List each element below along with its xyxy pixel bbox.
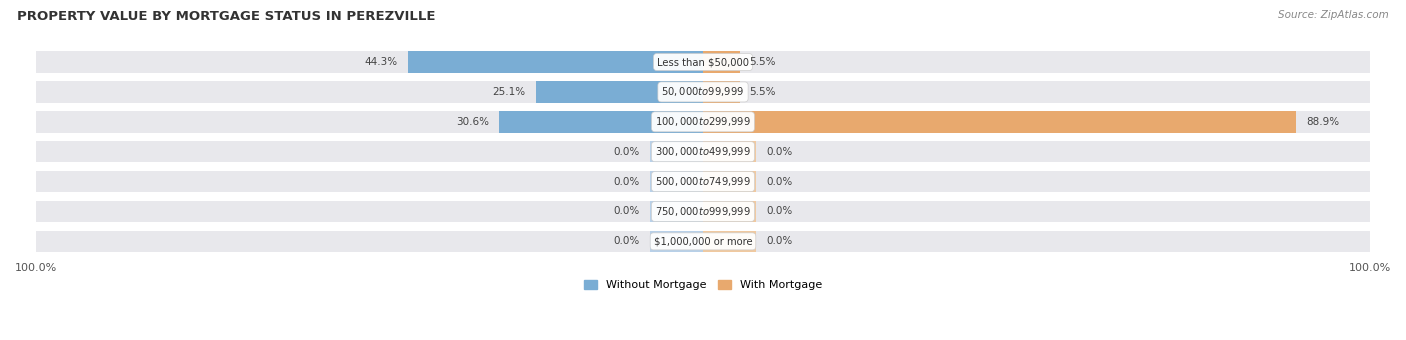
Text: 88.9%: 88.9% bbox=[1306, 117, 1339, 127]
Text: 0.0%: 0.0% bbox=[766, 236, 793, 246]
Bar bbox=[37, 111, 1369, 133]
Bar bbox=[650, 171, 703, 192]
Bar bbox=[499, 111, 703, 133]
Text: PROPERTY VALUE BY MORTGAGE STATUS IN PEREZVILLE: PROPERTY VALUE BY MORTGAGE STATUS IN PER… bbox=[17, 10, 436, 23]
Bar bbox=[703, 201, 756, 222]
Text: Source: ZipAtlas.com: Source: ZipAtlas.com bbox=[1278, 10, 1389, 20]
Text: 0.0%: 0.0% bbox=[613, 176, 640, 187]
Text: 0.0%: 0.0% bbox=[613, 206, 640, 217]
Bar bbox=[703, 231, 756, 252]
Bar bbox=[408, 51, 703, 73]
Text: $750,000 to $999,999: $750,000 to $999,999 bbox=[655, 205, 751, 218]
Text: $50,000 to $99,999: $50,000 to $99,999 bbox=[661, 85, 745, 98]
Bar bbox=[703, 141, 756, 163]
Text: Less than $50,000: Less than $50,000 bbox=[657, 57, 749, 67]
Text: 0.0%: 0.0% bbox=[766, 206, 793, 217]
Text: 5.5%: 5.5% bbox=[749, 57, 776, 67]
Bar bbox=[703, 171, 756, 192]
Bar bbox=[37, 81, 1369, 103]
Text: 0.0%: 0.0% bbox=[613, 147, 640, 157]
Bar bbox=[37, 51, 1369, 73]
Text: $500,000 to $749,999: $500,000 to $749,999 bbox=[655, 175, 751, 188]
Bar bbox=[650, 201, 703, 222]
Text: $1,000,000 or more: $1,000,000 or more bbox=[654, 236, 752, 246]
Bar bbox=[37, 201, 1369, 222]
Text: $300,000 to $499,999: $300,000 to $499,999 bbox=[655, 145, 751, 158]
Text: 44.3%: 44.3% bbox=[364, 57, 398, 67]
Bar bbox=[703, 51, 740, 73]
Text: $100,000 to $299,999: $100,000 to $299,999 bbox=[655, 115, 751, 128]
Bar bbox=[37, 231, 1369, 252]
Bar bbox=[650, 141, 703, 163]
Text: 0.0%: 0.0% bbox=[766, 176, 793, 187]
Bar bbox=[650, 231, 703, 252]
Text: 25.1%: 25.1% bbox=[492, 87, 526, 97]
Bar bbox=[703, 111, 1296, 133]
Bar bbox=[37, 141, 1369, 163]
Bar bbox=[37, 171, 1369, 192]
Bar bbox=[536, 81, 703, 103]
Text: 5.5%: 5.5% bbox=[749, 87, 776, 97]
Bar bbox=[703, 81, 740, 103]
Text: 0.0%: 0.0% bbox=[613, 236, 640, 246]
Text: 0.0%: 0.0% bbox=[766, 147, 793, 157]
Legend: Without Mortgage, With Mortgage: Without Mortgage, With Mortgage bbox=[579, 275, 827, 295]
Text: 30.6%: 30.6% bbox=[456, 117, 489, 127]
